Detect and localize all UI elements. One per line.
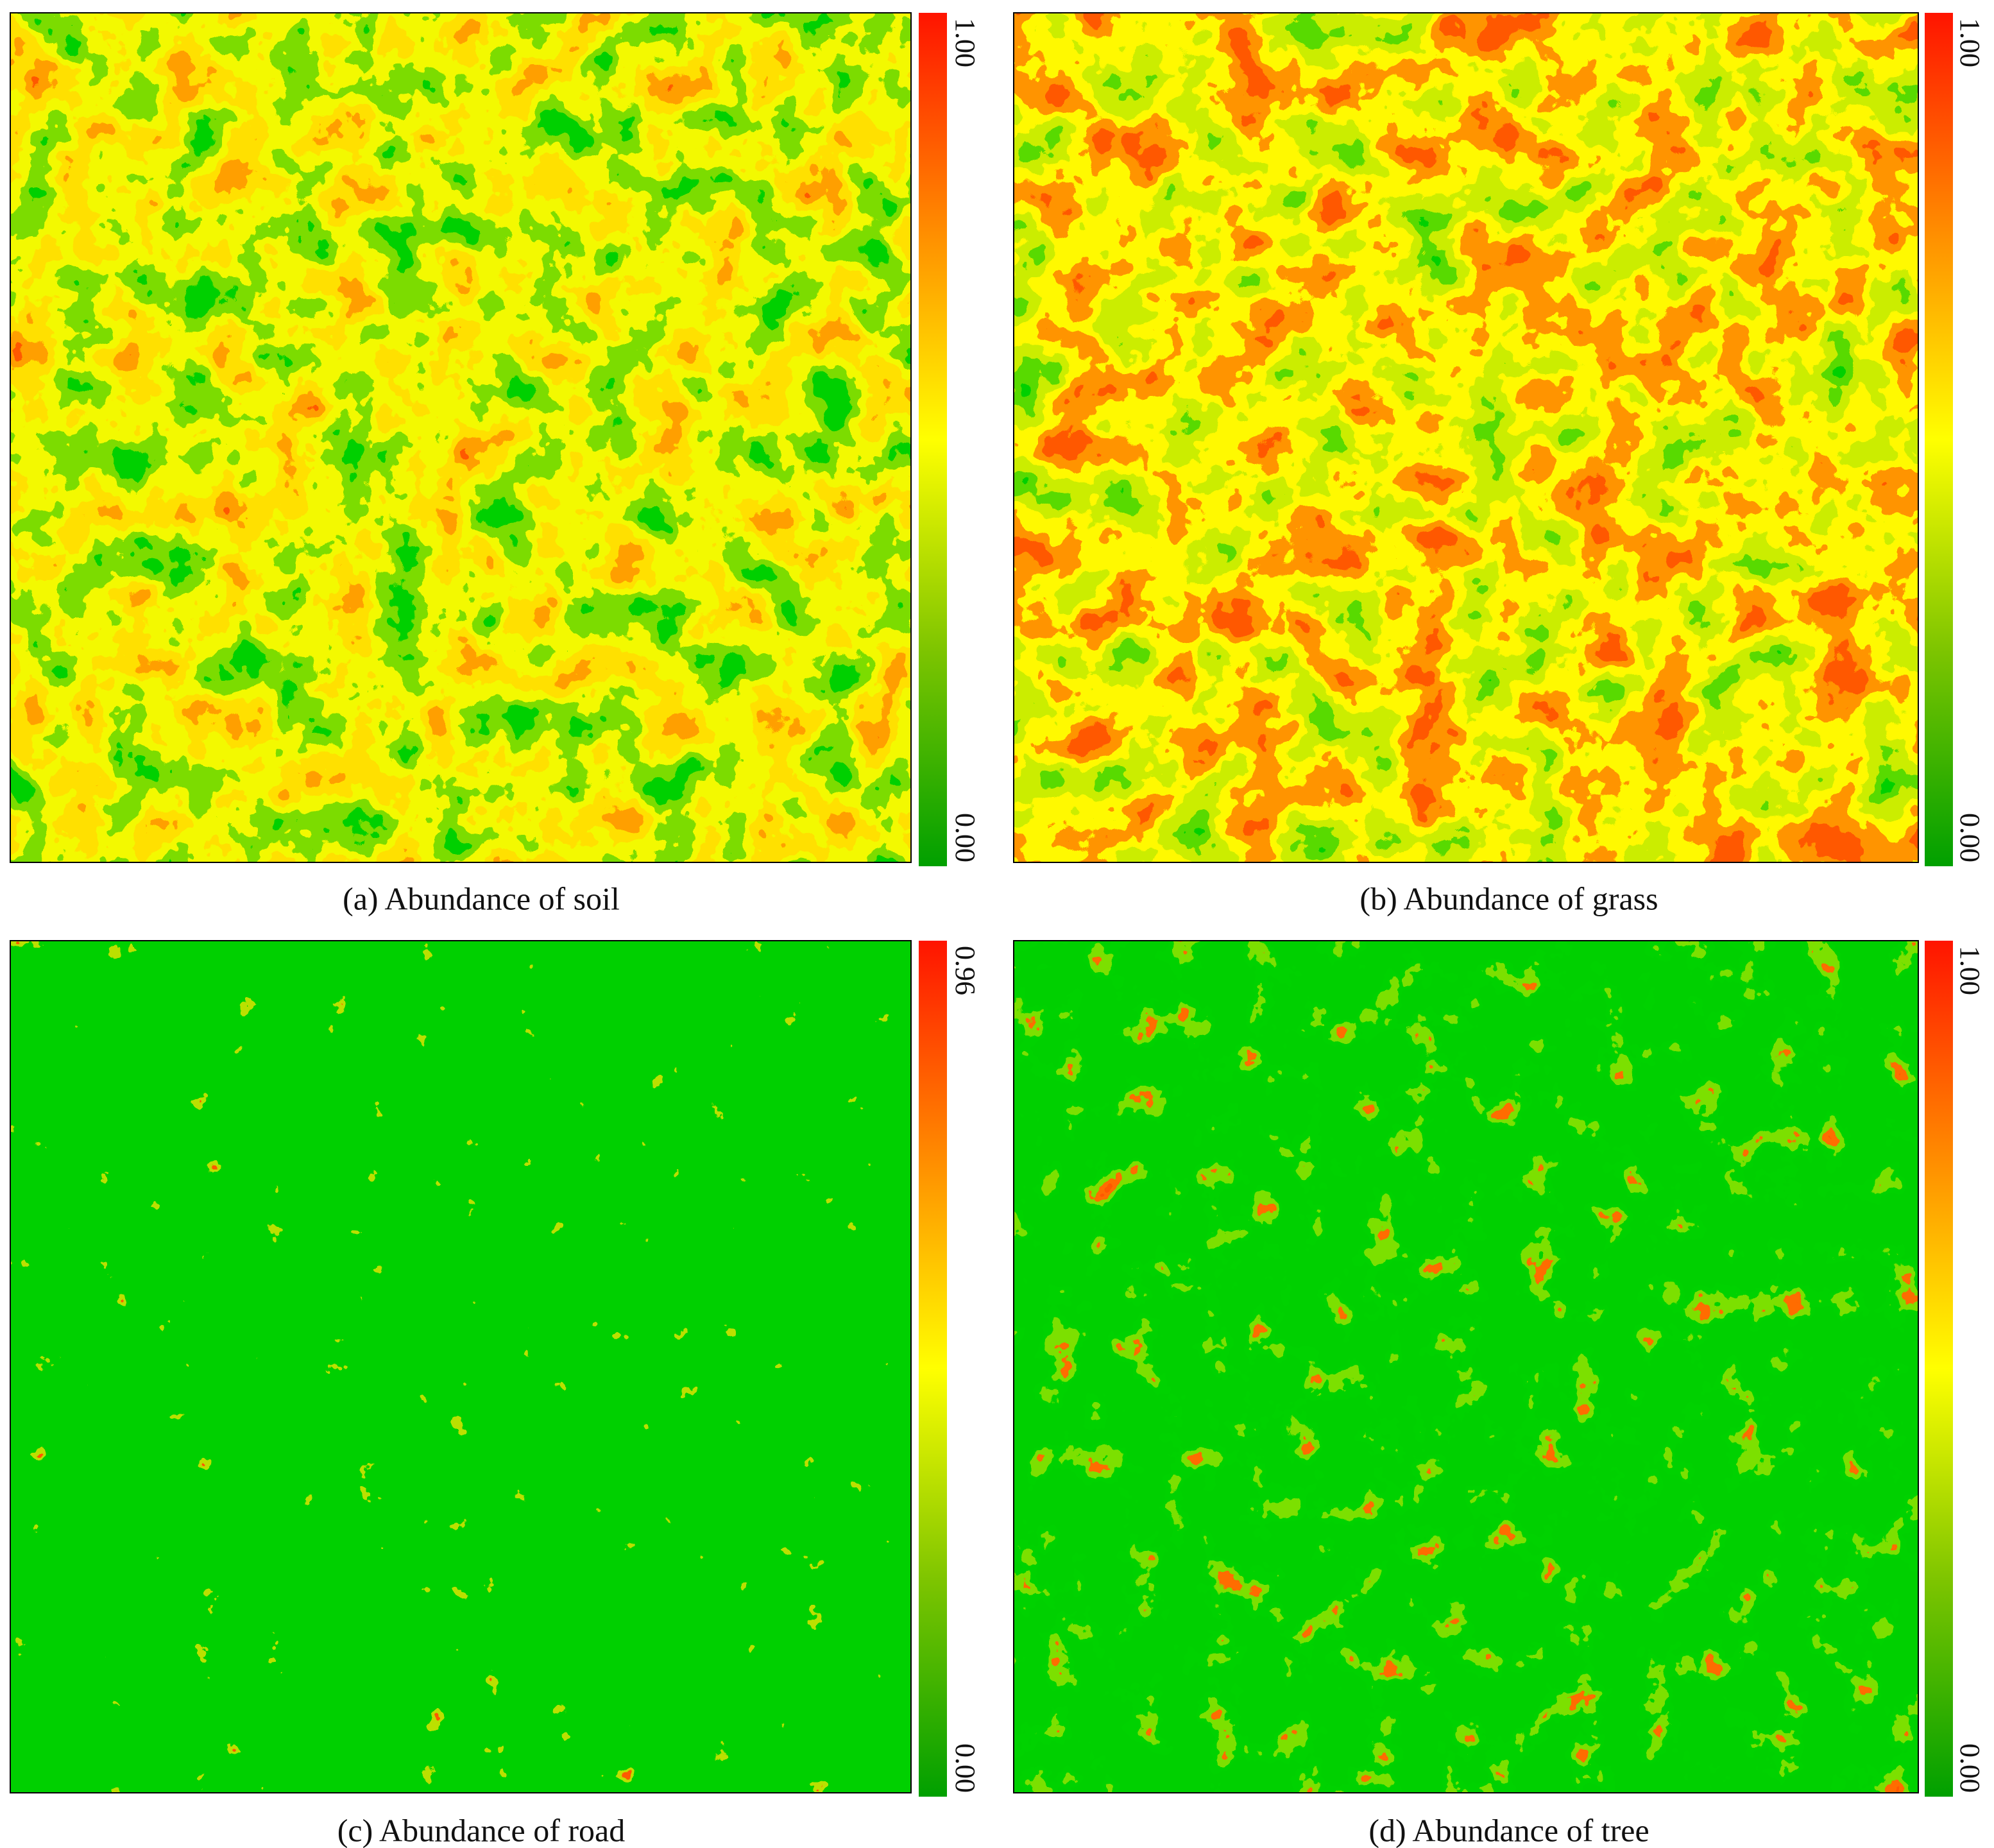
panel: 1.00 0.00 (b) Abundance of grass (1013, 12, 1986, 916)
panel-caption: (b) Abundance of grass (1359, 880, 1658, 916)
panel-caption: (c) Abundance of road (337, 1812, 625, 1848)
panel-caption: (a) Abundance of soil (343, 880, 620, 916)
panel: 1.00 0.00 (d) Abundance of tree (1013, 940, 1986, 1848)
colorbar-min-label: 0.00 (950, 1743, 981, 1793)
abundance-map (10, 12, 912, 863)
colorbar-max-label: 1.00 (1954, 18, 1986, 67)
panel: 1.00 0.00 (a) Abundance of soil (10, 12, 981, 916)
colorbar-max-label: 0.96 (950, 946, 981, 995)
map-border (1013, 12, 1919, 863)
map-border (10, 940, 912, 1793)
map-border (10, 12, 912, 863)
colorbar (1925, 13, 1953, 866)
colorbar (919, 13, 947, 866)
colorbar-min-label: 0.00 (1954, 1743, 1986, 1793)
panel: 0.96 0.00 (c) Abundance of road (10, 940, 981, 1848)
abundance-map (10, 940, 912, 1793)
colorbar-min-label: 0.00 (1954, 813, 1986, 862)
abundance-map (1013, 12, 1919, 863)
abundance-map (1013, 940, 1919, 1793)
map-border (1013, 940, 1919, 1793)
panel-caption: (d) Abundance of tree (1368, 1812, 1649, 1848)
colorbar-max-label: 1.00 (1954, 946, 1986, 995)
colorbar-max-label: 1.00 (950, 18, 981, 67)
colorbar-min-label: 0.00 (950, 813, 981, 862)
colorbar (1925, 941, 1953, 1797)
colorbar (919, 941, 947, 1797)
